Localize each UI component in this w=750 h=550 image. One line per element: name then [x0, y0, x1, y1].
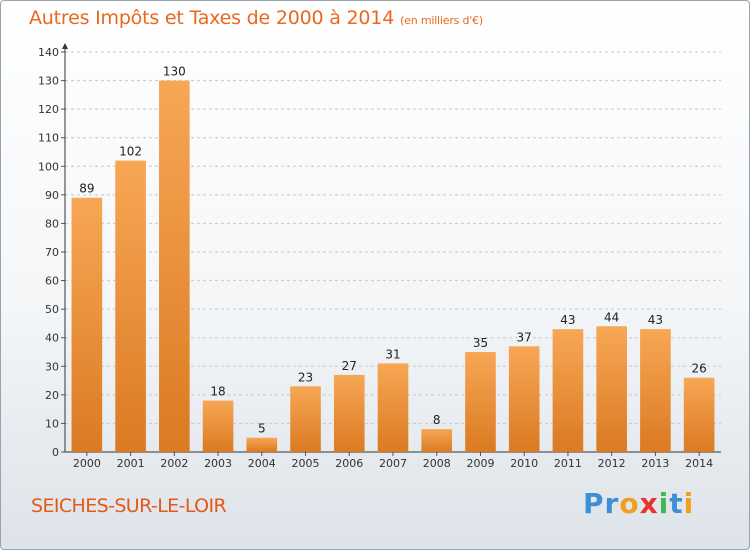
- value-label: 35: [473, 336, 488, 350]
- x-tick-label: 2005: [292, 457, 320, 470]
- chart-title-text: Autres Impôts et Taxes de 2000 à 2014: [29, 7, 395, 29]
- y-tick-label: 0: [52, 446, 59, 459]
- value-label: 102: [119, 145, 142, 159]
- bar-2013: [640, 329, 671, 452]
- bar-2009: [465, 352, 496, 452]
- x-tick-label: 2009: [466, 457, 494, 470]
- value-label: 27: [342, 359, 357, 373]
- value-label: 130: [163, 65, 186, 79]
- x-tick-label: 2003: [204, 457, 232, 470]
- x-tick-label: 2008: [423, 457, 451, 470]
- bar-2006: [333, 374, 365, 452]
- value-label: 43: [560, 313, 575, 327]
- x-tick-label: 2004: [248, 457, 276, 470]
- bar-2001: [115, 160, 146, 453]
- x-tick-label: 2007: [379, 457, 407, 470]
- x-tick-label: 2011: [554, 457, 582, 470]
- bar-2000: [71, 197, 103, 452]
- bar-2010: [508, 346, 540, 452]
- y-tick-label: 80: [45, 217, 59, 230]
- brand-letter: t: [669, 487, 684, 520]
- brand-letter: i: [658, 487, 670, 520]
- y-tick-label: 130: [38, 75, 59, 88]
- bar-2011: [552, 329, 584, 452]
- bar-2014: [683, 377, 715, 452]
- y-tick-label: 90: [45, 189, 59, 202]
- x-tick-label: 2013: [641, 457, 669, 470]
- bar-2008: [421, 429, 453, 452]
- y-axis-arrow: [62, 43, 68, 49]
- x-tick-label: 2012: [598, 457, 626, 470]
- y-tick-label: 70: [45, 246, 59, 259]
- proxiti-logo: Proxiti: [583, 487, 694, 520]
- y-tick-label: 30: [45, 360, 59, 373]
- y-tick-label: 110: [38, 132, 59, 145]
- chart-title: Autres Impôts et Taxes de 2000 à 2014 (en…: [29, 7, 483, 29]
- value-label: 43: [648, 313, 663, 327]
- y-tick-label: 10: [45, 417, 59, 430]
- x-tick-label: 2006: [335, 457, 363, 470]
- bar-2002: [159, 80, 190, 453]
- value-label: 5: [258, 422, 266, 436]
- brand-letter: r: [604, 487, 620, 520]
- bar-2005: [290, 386, 321, 452]
- bars: [71, 80, 715, 453]
- x-tick-label: 2010: [510, 457, 538, 470]
- y-tick-label: 40: [45, 332, 59, 345]
- bar-2007: [377, 363, 409, 452]
- y-tick-label: 20: [45, 389, 59, 402]
- brand-letter: P: [583, 487, 605, 520]
- bar-2004: [246, 437, 278, 452]
- place-name: SEICHES-SUR-LE-LOIR: [31, 495, 227, 517]
- value-label: 37: [517, 330, 532, 344]
- x-tick-label: 2002: [160, 457, 188, 470]
- brand-letter: o: [619, 487, 640, 520]
- bar-2012: [596, 326, 627, 452]
- y-tick-label: 120: [38, 103, 59, 116]
- bar-2003: [202, 400, 234, 452]
- value-label: 26: [691, 362, 706, 376]
- value-label: 89: [79, 182, 94, 196]
- value-label: 23: [298, 370, 313, 384]
- x-tick-label: 2000: [73, 457, 101, 470]
- brand-letter: i: [683, 487, 695, 520]
- y-tick-label: 60: [45, 275, 59, 288]
- y-tick-label: 100: [38, 160, 59, 173]
- y-tick-label: 50: [45, 303, 59, 316]
- value-label: 31: [385, 347, 400, 361]
- value-label: 8: [433, 413, 441, 427]
- chart-subtitle: (en milliers d'€): [400, 14, 483, 27]
- x-tick-label: 2014: [685, 457, 713, 470]
- x-tick-label: 2001: [117, 457, 145, 470]
- value-label: 18: [210, 385, 225, 399]
- y-tick-label: 140: [38, 46, 59, 59]
- value-label: 44: [604, 310, 619, 324]
- brand-letter: x: [639, 487, 659, 520]
- labels: 0 10 20 30 40 50 60 70 80 90 100 110 120 130 140 89 2000…: [38, 46, 713, 470]
